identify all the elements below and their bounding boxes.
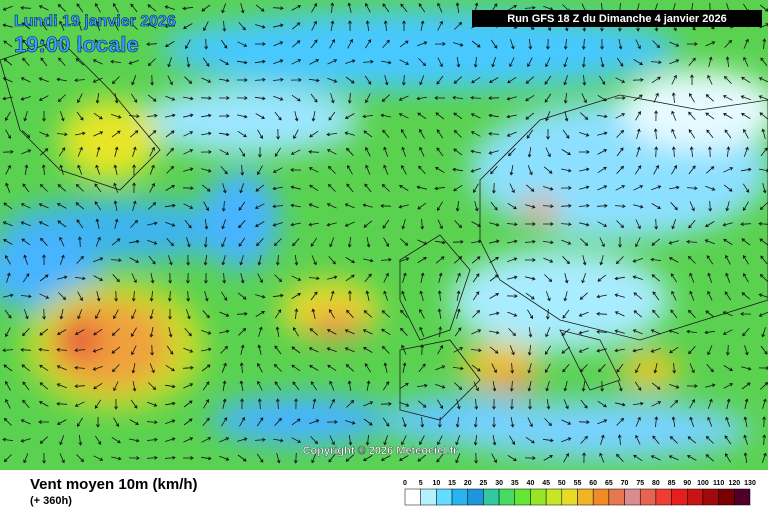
legend-tick-label: 25 [480,480,488,487]
legend-swatch [718,488,735,506]
legend-tick-label: 65 [605,480,613,487]
legend-tick-label: 30 [495,480,503,487]
legend-tick-label: 130 [744,480,756,487]
legend-swatch [687,488,704,506]
time-label: 19:00 locale [14,32,139,57]
legend-swatch [702,488,719,506]
coastline [0,39,768,421]
legend-tick-label: 85 [668,480,676,487]
legend: 0 5 10 15 20 25 30 35 40 45 50 55 60 65 70 75 80 85 90 100 1… [403,480,756,506]
legend-tick-label: 0 [403,480,407,487]
legend-tick-label: 10 [432,480,440,487]
legend-tick-label: 120 [728,480,740,487]
legend-swatch [451,488,468,506]
legend-swatch [608,488,625,506]
legend-tick-label: 5 [419,480,423,487]
legend-tick-label: 20 [464,480,472,487]
legend-swatch [655,488,672,506]
run-box [472,10,762,27]
footer-lead: (+ 360h) [30,495,72,507]
legend-tick-label: 35 [511,480,519,487]
legend-swatch [420,488,437,506]
legend-swatch [592,488,610,506]
wind-map [0,0,768,470]
legend-tick-label: 55 [574,480,582,487]
legend-tick-label: 90 [683,480,691,487]
legend-swatch [483,488,500,506]
legend-tick-label: 110 [713,480,724,487]
legend-swatch [671,488,688,506]
copyright: Copyright © 2026 Meteociel.fr [303,445,459,457]
legend-tick-label: 40 [527,480,535,487]
legend-swatch [577,488,594,506]
legend-swatch [624,488,641,506]
legend-swatch [467,488,484,506]
legend-swatch [639,488,657,506]
legend-tick-label: 80 [652,480,660,487]
date-label: Lundi 19 janvier 2026 [14,13,176,30]
legend-swatch [561,488,578,506]
legend-swatch [404,488,421,506]
legend-swatch [530,488,547,506]
run-label: Run GFS 18 Z du Dimanche 4 janvier 2026 [507,13,726,25]
legend-swatch [514,488,531,506]
legend-tick-label: 50 [558,480,566,487]
legend-tick-label: 60 [589,480,597,487]
wind-arrows [2,2,768,464]
legend-swatch [498,488,516,506]
footer-title: Vent moyen 10m (km/h) [30,476,198,493]
legend-tick-label: 100 [697,480,709,487]
legend-tick-label: 75 [636,480,644,487]
legend-tick-label: 45 [542,480,550,487]
legend-tick-label: 15 [448,480,456,487]
legend-swatch [436,488,453,506]
legend-tick-label: 70 [621,480,629,487]
legend-swatch [545,488,563,506]
legend-swatch [734,488,751,506]
